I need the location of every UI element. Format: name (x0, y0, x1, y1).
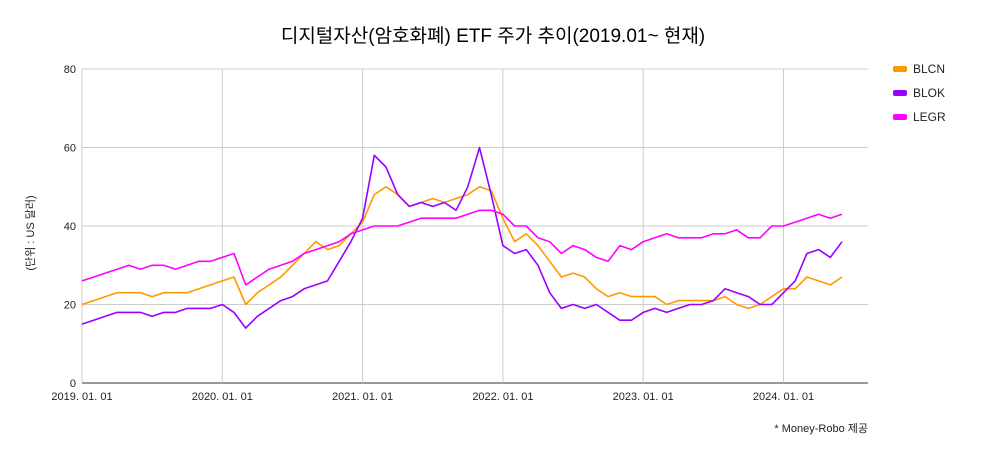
x-tick-label: 2022. 01. 01 (472, 391, 533, 403)
y-tick-label: 60 (64, 143, 76, 155)
legend-swatch-legr (893, 114, 907, 120)
y-tick-label: 0 (70, 378, 76, 390)
legend-label: BLOK (913, 86, 945, 100)
x-tick-label: 2019. 01. 01 (51, 391, 112, 403)
legend-swatch-blcn (893, 66, 907, 72)
series-line-blok (81, 146, 843, 329)
series-line-blcn (81, 186, 843, 310)
chart-title: 디지털자산(암호화폐) ETF 주가 추이(2019.01~ 현재) (281, 25, 705, 47)
footnote: * Money-Robo 제공 (774, 422, 868, 435)
series-line-legr (81, 209, 843, 286)
legend-label: BLCN (913, 62, 945, 76)
x-tick-label: 2024. 01. 01 (753, 391, 814, 403)
x-tick-label: 2020. 01. 01 (192, 391, 253, 403)
y-axis-label: (단위 : US 달러) (24, 195, 37, 270)
legend-label: LEGR (913, 110, 946, 124)
y-tick-label: 20 (64, 300, 76, 312)
x-tick-label: 2021. 01. 01 (332, 391, 393, 403)
x-tick-label: 2023. 01. 01 (613, 391, 674, 403)
y-tick-label: 80 (64, 64, 76, 76)
legend-swatch-blok (893, 90, 907, 96)
y-tick-label: 40 (64, 221, 76, 233)
